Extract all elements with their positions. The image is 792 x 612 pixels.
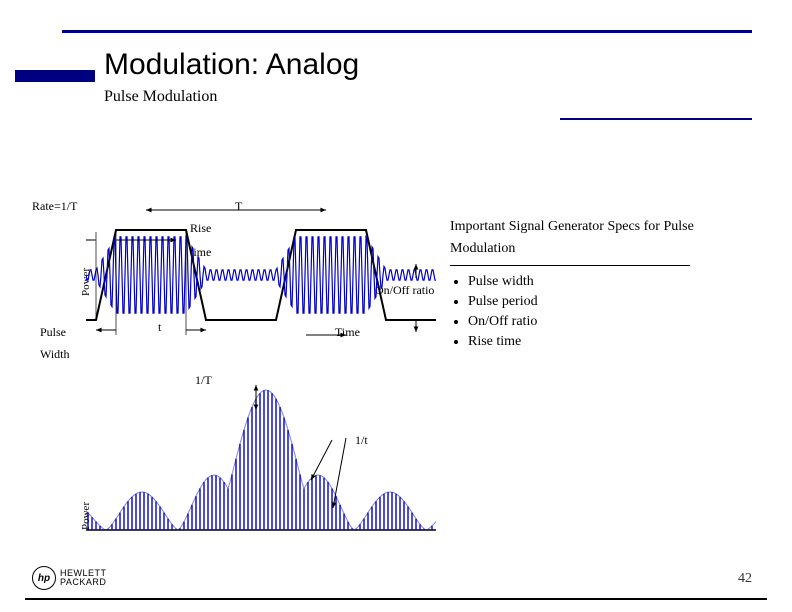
pulse-diagram bbox=[86, 200, 436, 340]
title-accent-bar bbox=[15, 70, 95, 82]
subtitle-rule bbox=[560, 118, 752, 120]
specs-item: Pulse period bbox=[468, 294, 538, 310]
spectrum-diagram bbox=[86, 370, 436, 540]
label-width: Width bbox=[40, 347, 70, 362]
bottom-rule bbox=[25, 598, 767, 600]
specs-item: Pulse width bbox=[468, 274, 538, 290]
top-rule bbox=[62, 30, 752, 33]
label-rate: Rate=1/T bbox=[32, 199, 77, 214]
specs-heading-l2: Modulation bbox=[450, 241, 750, 257]
label-pulse: Pulse bbox=[40, 325, 66, 340]
hp-mark-icon: hp bbox=[32, 566, 56, 590]
specs-item: Rise time bbox=[468, 334, 538, 350]
specs-list: Pulse width Pulse period On/Off ratio Ri… bbox=[450, 270, 538, 354]
slide-title: Modulation: Analog bbox=[104, 48, 359, 82]
hp-line2: PACKARD bbox=[60, 578, 107, 587]
slide-subtitle: Pulse Modulation bbox=[104, 88, 217, 106]
specs-heading-l1: Important Signal Generator Specs for Pul… bbox=[450, 219, 694, 234]
hp-wordmark: HEWLETT PACKARD bbox=[60, 569, 107, 587]
specs-item: On/Off ratio bbox=[468, 314, 538, 330]
specs-underline bbox=[450, 265, 690, 266]
hp-logo: hp HEWLETT PACKARD bbox=[32, 566, 107, 590]
page-number: 42 bbox=[738, 571, 752, 587]
specs-heading: Important Signal Generator Specs for Pul… bbox=[450, 219, 750, 257]
